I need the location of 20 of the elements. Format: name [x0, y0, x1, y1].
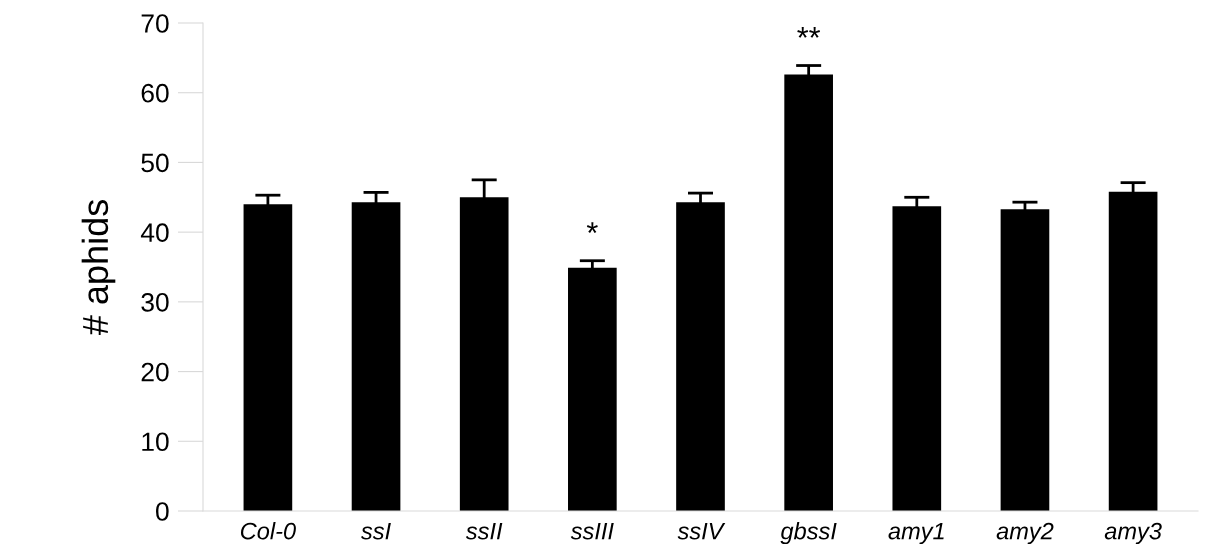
x-tick-label: ssIII: [570, 522, 614, 540]
y-tick-label: 10: [142, 432, 169, 452]
x-tick-label: ssI: [361, 522, 391, 540]
y-tick-label: 40: [140, 223, 169, 242]
x-tick-label: gbssI: [780, 522, 837, 545]
x-tick-label: ssIV: [677, 522, 726, 540]
y-tick-label: 60: [141, 83, 169, 103]
x-tick-label: amy3: [1104, 522, 1162, 545]
y-tick-label: 0: [156, 502, 169, 521]
x-tick-label: Col-0: [240, 522, 296, 540]
y-tick-label: 50: [141, 153, 169, 173]
y-tick-label: 20: [141, 362, 169, 382]
x-tick-label: ssII: [465, 522, 503, 540]
y-tick-label: 70: [141, 14, 169, 33]
x-tick-label: amy1: [888, 522, 944, 545]
annotation: *: [586, 222, 598, 233]
y-axis-title: # aphids: [81, 200, 116, 336]
x-tick-label: amy2: [996, 522, 1054, 545]
annotation: **: [797, 27, 821, 38]
y-tick-label: 30: [141, 292, 169, 312]
